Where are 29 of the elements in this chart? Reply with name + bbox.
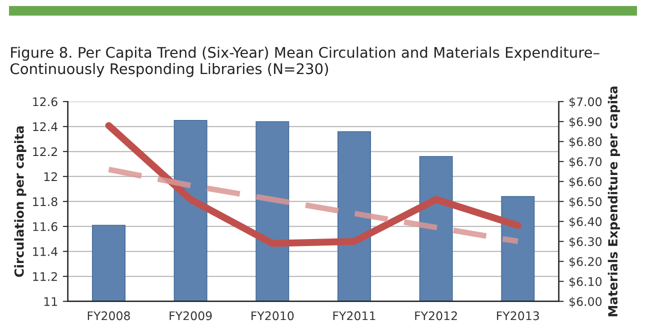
chart-title: Figure 8. Per Capita Trend (Six-Year) Mean Circulation and Materials Expenditure– Continuously Responding Libraries (N=230)	[10, 46, 600, 78]
y-tick-label: 11.4	[33, 247, 58, 256]
y2-tick-label: $6.30	[569, 236, 602, 248]
y-tick-label: 12	[44, 172, 57, 181]
x-tick-label: FY2010	[252, 311, 294, 320]
y2-tick-label: $6.20	[569, 256, 602, 268]
x-tick-label: FY2009	[170, 311, 212, 320]
y2-tick-label: $6.40	[569, 216, 602, 228]
x-tick-label: FY2011	[333, 311, 376, 320]
y-tick-label: 11.6	[33, 222, 58, 232]
y2-tick-label: $6.00	[569, 296, 602, 308]
y2-tick-label: $6.50	[569, 196, 602, 208]
y2-tick-label: $6.70	[569, 157, 602, 168]
y2-tick-label: $6.90	[569, 117, 602, 128]
y2-tick-label: $7.00	[569, 97, 602, 108]
y-tick-label: 11	[44, 297, 58, 306]
y-tick-label: 11.2	[33, 272, 57, 281]
x-tick-label: FY2013	[497, 311, 539, 320]
y2-tick-label: $6.10	[569, 276, 602, 288]
y-axis-title: Circulation per capita	[14, 126, 26, 277]
x-tick-label: FY2008	[88, 311, 130, 320]
x-tick-label: FY2012	[415, 311, 457, 320]
y-tick-label: 12.4	[33, 122, 58, 132]
y-tick-label: 11.8	[33, 197, 58, 206]
y-tick-label: 12.6	[33, 97, 58, 106]
y-tick-label: 12.2	[33, 147, 57, 156]
y2-axis-title: Materials Expenditure per capita	[608, 86, 620, 316]
y2-tick-label: $6.60	[569, 177, 602, 188]
y2-tick-label: $6.80	[569, 137, 602, 148]
